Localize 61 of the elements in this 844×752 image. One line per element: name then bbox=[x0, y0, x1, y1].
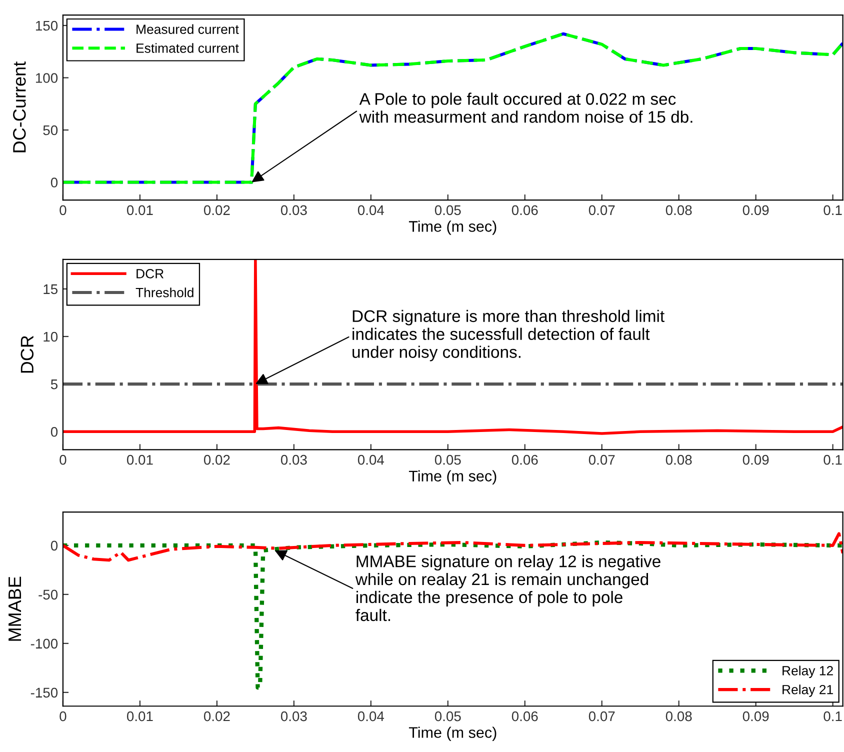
x-tick-label: 0.05 bbox=[434, 711, 461, 722]
y-tick-label: 150 bbox=[36, 20, 58, 31]
x-tick-label: 0.05 bbox=[434, 454, 461, 465]
x-tick-label: 0.02 bbox=[204, 454, 230, 465]
x-tick-label: 0.07 bbox=[588, 205, 615, 216]
x-tick-label: 0.1 bbox=[824, 711, 842, 722]
annotation: DCR signature is more than threshold limit indicates the sucessfull detection of fault under noisy conditions. bbox=[352, 310, 664, 362]
line-series bbox=[62, 32, 843, 184]
y-tick-label: 10 bbox=[44, 332, 58, 342]
x-axis-title: Time (m sec) bbox=[408, 220, 496, 235]
y-tick-label: 15 bbox=[44, 284, 58, 294]
x-tick-label: 0.07 bbox=[588, 711, 615, 722]
legend-label: Relay 12 bbox=[782, 666, 833, 678]
y-tick-label: 5 bbox=[50, 380, 58, 390]
x-axis-title: Time (m sec) bbox=[408, 726, 496, 741]
y-tick-label: 100 bbox=[36, 73, 58, 83]
x-tick-label: 0.01 bbox=[126, 711, 153, 722]
x-tick-label: 0.08 bbox=[666, 454, 692, 465]
annotation: A Pole to pole fault occured at 0.022 m sec with measurment and random noise of 15 db. bbox=[359, 92, 692, 123]
y-tick-label: 0 bbox=[50, 540, 58, 551]
y-tick-label: 0 bbox=[50, 426, 58, 437]
y-axis-title: DCR bbox=[20, 336, 34, 373]
legend-label: Relay 21 bbox=[782, 684, 833, 697]
y-tick-label: -150 bbox=[30, 688, 58, 698]
y-axis-title: DC-Current bbox=[13, 62, 26, 152]
x-tick-label: 0.02 bbox=[204, 205, 230, 216]
y-tick-label: -50 bbox=[38, 590, 58, 600]
annotation: MMABE signature on relay 12 is negative while on realay 21 is remain unchanged indicate the presence of pole to pole fault. bbox=[355, 555, 660, 622]
x-tick-label: 0.01 bbox=[126, 454, 153, 465]
x-tick-label: 0.03 bbox=[280, 454, 307, 465]
x-tick-label: 0.04 bbox=[358, 205, 384, 216]
x-tick-label: 0.1 bbox=[824, 205, 842, 216]
x-tick-label: 0.04 bbox=[358, 711, 384, 722]
x-tick-label: 0.08 bbox=[666, 711, 692, 722]
x-tick-label: 0.09 bbox=[742, 711, 769, 722]
legend-label: Estimated current bbox=[136, 43, 239, 53]
x-tick-label: 0.01 bbox=[126, 205, 153, 216]
x-tick-label: 0.06 bbox=[512, 454, 538, 465]
y-tick-label: 0 bbox=[50, 178, 58, 188]
y-tick-label: -100 bbox=[30, 638, 58, 649]
y-axis-title: MMABE bbox=[8, 576, 22, 641]
x-tick-label: 0.07 bbox=[588, 454, 615, 465]
y-tick-label: 50 bbox=[43, 125, 58, 136]
x-tick-label: 0.06 bbox=[512, 711, 538, 722]
x-tick-label: 0.08 bbox=[666, 205, 692, 216]
x-tick-label: 0 bbox=[60, 711, 66, 722]
x-tick-label: 0.06 bbox=[512, 205, 538, 216]
x-tick-label: 0.05 bbox=[434, 205, 461, 216]
x-tick-label: 0.03 bbox=[280, 205, 307, 216]
x-tick-label: 0.09 bbox=[742, 205, 769, 216]
legend-label: Measured current bbox=[136, 24, 239, 34]
x-axis-title: Time (m sec) bbox=[408, 470, 496, 485]
x-tick-label: 0 bbox=[60, 205, 66, 216]
x-tick-label: 0.1 bbox=[824, 454, 842, 465]
x-tick-label: 0.03 bbox=[280, 711, 307, 722]
legend-label: Threshold bbox=[136, 288, 194, 298]
x-tick-label: 0.09 bbox=[742, 454, 769, 465]
x-tick-label: 0.04 bbox=[358, 454, 384, 465]
x-tick-label: 0.02 bbox=[204, 711, 230, 722]
x-tick-label: 0 bbox=[60, 454, 66, 465]
legend-label: DCR bbox=[136, 269, 164, 278]
